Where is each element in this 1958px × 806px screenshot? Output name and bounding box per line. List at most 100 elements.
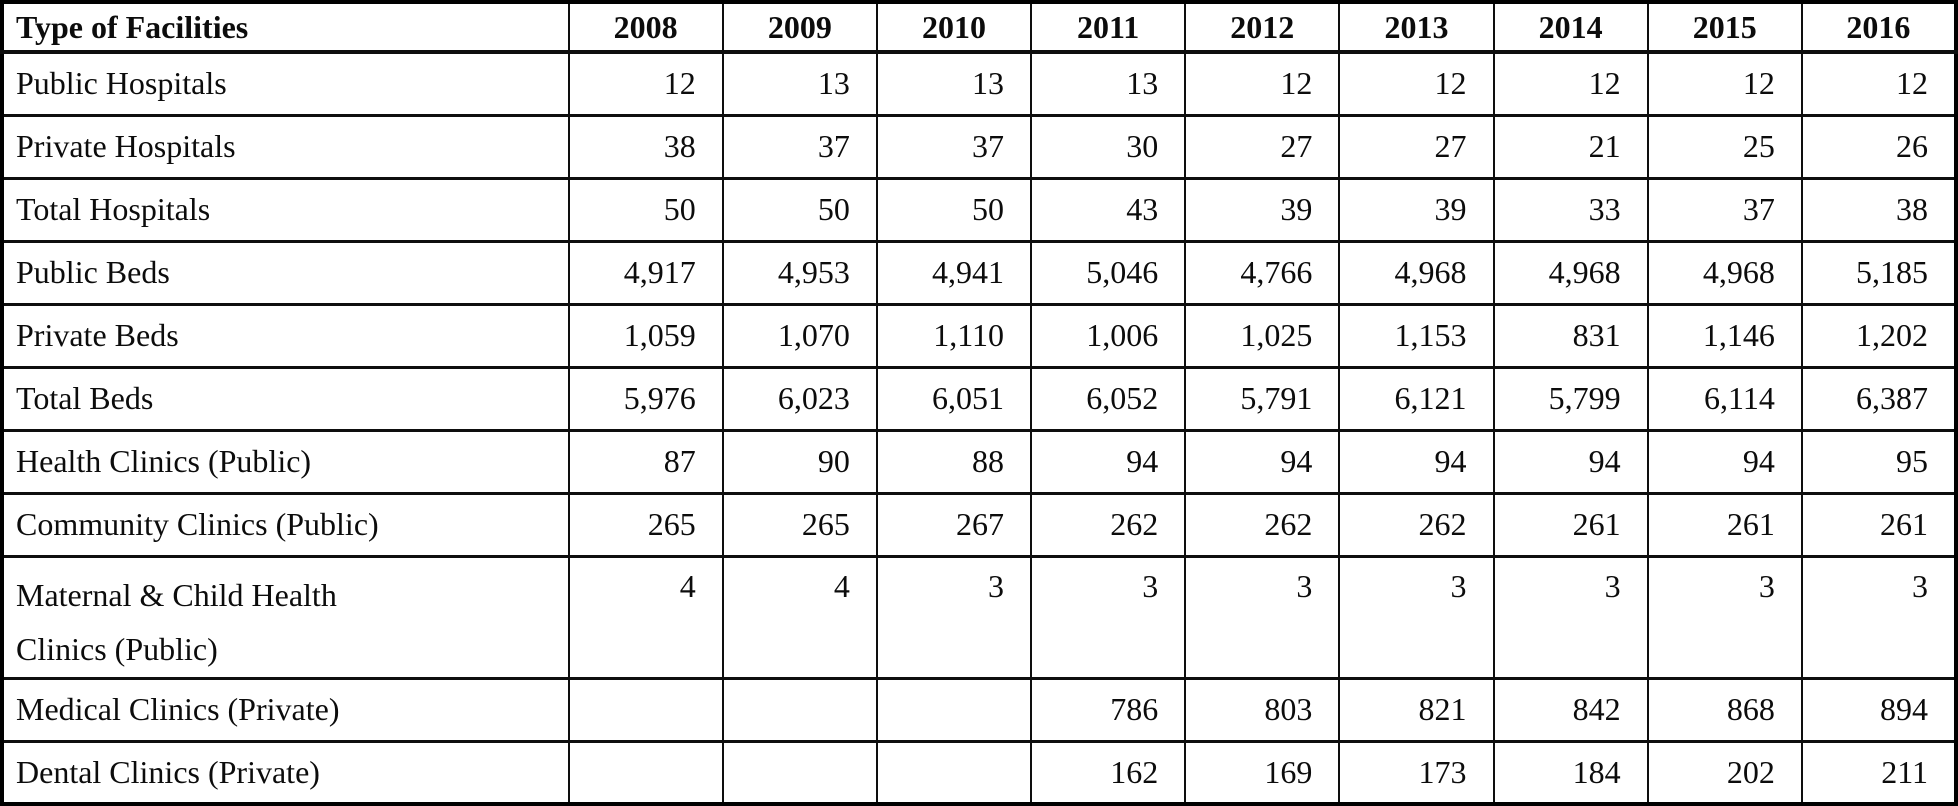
column-header-year: 2013 [1338,0,1495,54]
value-cell: 1,006 [1030,302,1187,369]
value-cell: 262 [1338,491,1495,558]
value-cell: 5,185 [1800,239,1958,306]
value-cell: 261 [1646,491,1803,558]
value-cell: 5,791 [1184,365,1341,432]
value-cell: 4,766 [1184,239,1341,306]
value-cell: 173 [1338,739,1495,806]
value-cell: 88 [875,428,1033,495]
value-cell: 50 [567,176,724,243]
value-cell: 4 [721,554,878,680]
value-cell: 262 [1030,491,1187,558]
table-body: Public Hospitals 12 13 13 13 12 12 12 12 12 Privat… [1,50,1958,806]
value-cell: 3 [875,554,1033,680]
value-cell: 786 [1030,676,1187,743]
row-label: Public Hospitals [1,50,570,117]
value-cell: 6,387 [1800,365,1958,432]
table-row: Total Beds 5,976 6,023 6,051 6,052 5,791 6,121… [1,365,1958,432]
value-cell: 3 [1338,554,1495,680]
value-cell: 3 [1492,554,1649,680]
value-cell: 50 [721,176,878,243]
column-header-year: 2014 [1492,0,1649,54]
column-header-year: 2016 [1800,0,1958,54]
value-cell: 1,070 [721,302,878,369]
row-label: Private Beds [1,302,570,369]
empty-cell [721,676,878,743]
empty-cell [567,676,724,743]
table-row: Maternal & Child Health Clinics (Public)… [1,554,1958,680]
value-cell: 30 [1030,113,1187,180]
table-row: Health Clinics (Public) 87 90 88 94 94 94 94 94 9… [1,428,1958,495]
value-cell: 12 [1646,50,1803,117]
value-cell: 5,046 [1030,239,1187,306]
value-cell: 12 [567,50,724,117]
column-header-year: 2011 [1030,0,1187,54]
row-label: Maternal & Child Health Clinics (Public) [1,554,570,680]
value-cell: 3 [1184,554,1341,680]
value-cell: 1,202 [1800,302,1958,369]
table-row: Dental Clinics (Private) 162 169 173 184 202 2… [1,739,1958,806]
value-cell: 12 [1800,50,1958,117]
row-label: Public Beds [1,239,570,306]
value-cell: 13 [1030,50,1187,117]
table-row: Public Beds 4,917 4,953 4,941 5,046 4,766 4,96… [1,239,1958,306]
row-label: Private Hospitals [1,113,570,180]
value-cell: 4 [567,554,724,680]
value-cell: 894 [1800,676,1958,743]
value-cell: 3 [1800,554,1958,680]
value-cell: 26 [1800,113,1958,180]
value-cell: 202 [1646,739,1803,806]
value-cell: 1,153 [1338,302,1495,369]
value-cell: 6,121 [1338,365,1495,432]
value-cell: 5,799 [1492,365,1649,432]
value-cell: 4,968 [1338,239,1495,306]
value-cell: 90 [721,428,878,495]
value-cell: 6,052 [1030,365,1187,432]
table-row: Private Hospitals 38 37 37 30 27 27 21 25 26 [1,113,1958,180]
value-cell: 184 [1492,739,1649,806]
value-cell: 6,023 [721,365,878,432]
value-cell: 13 [721,50,878,117]
table-row: Public Hospitals 12 13 13 13 12 12 12 12 12 [1,50,1958,117]
value-cell: 6,051 [875,365,1033,432]
column-header-year: 2009 [721,0,878,54]
value-cell: 94 [1338,428,1495,495]
value-cell: 12 [1184,50,1341,117]
value-cell: 169 [1184,739,1341,806]
empty-cell [875,676,1033,743]
value-cell: 267 [875,491,1033,558]
column-header-year: 2008 [567,0,724,54]
value-cell: 94 [1492,428,1649,495]
value-cell: 39 [1184,176,1341,243]
value-cell: 38 [1800,176,1958,243]
value-cell: 842 [1492,676,1649,743]
value-cell: 211 [1800,739,1958,806]
empty-cell [721,739,878,806]
row-label: Medical Clinics (Private) [1,676,570,743]
value-cell: 821 [1338,676,1495,743]
value-cell: 265 [721,491,878,558]
value-cell: 262 [1184,491,1341,558]
row-label: Health Clinics (Public) [1,428,570,495]
table-row: Medical Clinics (Private) 786 803 821 842 868… [1,676,1958,743]
value-cell: 6,114 [1646,365,1803,432]
value-cell: 33 [1492,176,1649,243]
value-cell: 261 [1492,491,1649,558]
value-cell: 94 [1646,428,1803,495]
empty-cell [875,739,1033,806]
value-cell: 27 [1338,113,1495,180]
value-cell: 50 [875,176,1033,243]
value-cell: 27 [1184,113,1341,180]
value-cell: 38 [567,113,724,180]
value-cell: 25 [1646,113,1803,180]
column-header-year: 2012 [1184,0,1341,54]
value-cell: 87 [567,428,724,495]
value-cell: 39 [1338,176,1495,243]
row-label: Total Beds [1,365,570,432]
empty-cell [567,739,724,806]
value-cell: 261 [1800,491,1958,558]
value-cell: 3 [1030,554,1187,680]
value-cell: 265 [567,491,724,558]
column-header-year: 2015 [1646,0,1803,54]
